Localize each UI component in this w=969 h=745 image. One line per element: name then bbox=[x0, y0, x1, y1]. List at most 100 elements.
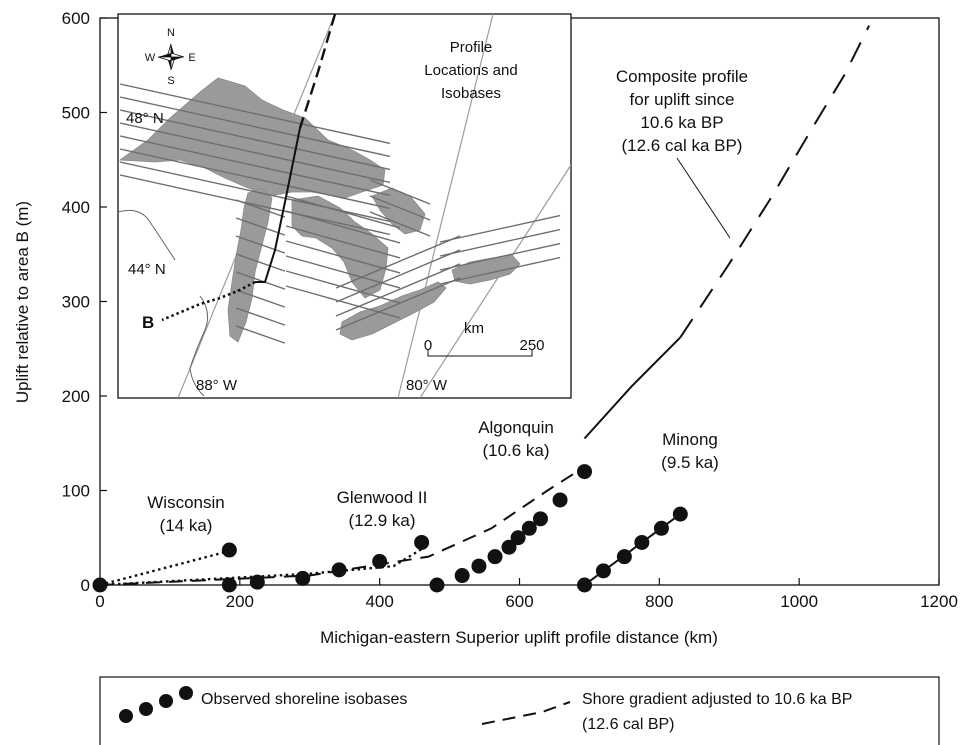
isobase-line bbox=[439, 228, 561, 257]
compass-rose-icon: N S E W bbox=[145, 27, 196, 87]
isobase-line bbox=[235, 289, 286, 308]
fit-line-glenwood-ii bbox=[99, 548, 423, 587]
series-label-glenwood-ii: Glenwood II bbox=[337, 488, 428, 507]
y-tick-label: 300 bbox=[62, 293, 90, 312]
y-axis-title: Uplift relative to area B (m) bbox=[13, 201, 32, 403]
lake-erie bbox=[339, 281, 447, 341]
data-point-algonquin bbox=[532, 511, 548, 527]
data-point-minong bbox=[595, 563, 611, 579]
isobase-line bbox=[119, 148, 391, 210]
isobase-line bbox=[439, 256, 561, 285]
x-tick-label: 0 bbox=[95, 592, 104, 611]
data-point-algonquin bbox=[429, 577, 445, 593]
scale-bar-label-0: 0 bbox=[424, 337, 432, 354]
ice-margin-lines bbox=[118, 209, 209, 397]
y-tick-label: 0 bbox=[81, 576, 90, 595]
isobase-line bbox=[335, 249, 461, 303]
legend-marker-shore-gradient bbox=[481, 701, 571, 725]
x-tick-label: 1200 bbox=[920, 592, 958, 611]
series-label-algonquin: (10.6 ka) bbox=[482, 441, 549, 460]
data-point-minong bbox=[634, 534, 650, 550]
compass-n: N bbox=[167, 27, 175, 39]
composite-label-line-2: for uplift since bbox=[630, 90, 735, 109]
inset-title-line-2: Locations and bbox=[424, 62, 517, 79]
y-tick-label: 200 bbox=[62, 387, 90, 406]
isobase-line bbox=[285, 210, 401, 244]
isobase-line bbox=[119, 122, 391, 184]
point-b-label: B bbox=[142, 313, 154, 332]
isobase-line bbox=[439, 214, 561, 243]
isobase-line bbox=[119, 96, 391, 158]
profile-dotted-segment bbox=[161, 280, 256, 322]
isobase-line bbox=[369, 195, 431, 221]
series-label-wisconsin: Wisconsin bbox=[147, 493, 224, 512]
x-axis-title: Michigan-eastern Superior uplift profile… bbox=[320, 628, 718, 647]
series-label-minong: (9.5 ka) bbox=[661, 453, 719, 472]
y-tick-label: 100 bbox=[62, 482, 90, 501]
inset-title-line-1: Profile bbox=[450, 39, 493, 56]
data-point-algonquin bbox=[454, 568, 470, 584]
isobase-line bbox=[119, 161, 391, 223]
series-label-wisconsin: (14 ka) bbox=[160, 516, 213, 535]
isobase-line bbox=[285, 225, 401, 259]
data-point-wisconsin bbox=[221, 542, 237, 558]
isobase-line bbox=[235, 307, 286, 326]
data-point-algonquin bbox=[510, 530, 526, 546]
isobase-line bbox=[235, 271, 286, 290]
isobase-line bbox=[235, 217, 286, 236]
isobase-line bbox=[119, 174, 391, 236]
data-point-glenwood-ii bbox=[295, 570, 311, 586]
isobase-line bbox=[235, 235, 286, 254]
legend-label-observed-isobases: Observed shoreline isobases bbox=[201, 691, 407, 708]
isobase-line bbox=[235, 325, 286, 344]
isobase-line bbox=[285, 195, 401, 229]
inset-title-line-3: Isobases bbox=[441, 85, 501, 102]
isobase-line bbox=[335, 235, 461, 289]
scale-bar-label-250: 250 bbox=[519, 337, 544, 354]
isobase-line bbox=[369, 179, 431, 205]
compass-e: E bbox=[188, 52, 195, 64]
data-point-minong bbox=[577, 577, 593, 593]
data-point-glenwood-ii bbox=[331, 562, 347, 578]
data-point-glenwood-ii bbox=[372, 553, 388, 569]
y-tick-label: 400 bbox=[62, 198, 90, 217]
lon-label-88w: 88° W bbox=[196, 377, 238, 394]
lat-label-44n: 44° N bbox=[128, 261, 166, 278]
data-point-minong bbox=[616, 549, 632, 565]
legend: Observed shoreline isobases Shore gradie… bbox=[99, 676, 940, 745]
isobase-line bbox=[235, 253, 286, 272]
inset-map: Profile Locations and Isobases 48° N 44°… bbox=[117, 13, 572, 399]
data-point-algonquin bbox=[521, 520, 537, 536]
composite-leader-line bbox=[676, 157, 731, 239]
isobase-line bbox=[285, 285, 401, 319]
y-tick-label: 600 bbox=[62, 9, 90, 28]
data-point-algonquin bbox=[552, 492, 568, 508]
series-label-algonquin: Algonquin bbox=[478, 418, 554, 437]
lake-ontario bbox=[451, 254, 521, 285]
x-tick-label: 200 bbox=[226, 592, 254, 611]
lake-superior bbox=[118, 77, 386, 199]
isobase-line bbox=[119, 83, 391, 145]
scale-bar-unit: km bbox=[464, 320, 484, 337]
isobase-line bbox=[439, 242, 561, 271]
legend-label-shore-gradient-line-1: Shore gradient adjusted to 10.6 ka BP bbox=[582, 691, 852, 708]
data-point-glenwood-ii bbox=[249, 574, 265, 590]
fit-line-wisconsin bbox=[99, 549, 230, 587]
data-point-minong bbox=[672, 506, 688, 522]
lake-huron bbox=[291, 195, 389, 299]
x-tick-label: 600 bbox=[505, 592, 533, 611]
data-point-glenwood-ii bbox=[414, 534, 430, 550]
compass-w: W bbox=[145, 52, 156, 64]
x-tick-label: 400 bbox=[365, 592, 393, 611]
isobase-line bbox=[285, 240, 401, 274]
composite-label-line-1: Composite profile bbox=[616, 67, 748, 86]
data-point-minong bbox=[653, 520, 669, 536]
data-point-algonquin bbox=[487, 549, 503, 565]
data-point-algonquin bbox=[501, 539, 517, 555]
x-tick-label: 800 bbox=[645, 592, 673, 611]
isobase-line bbox=[119, 109, 391, 171]
composite-label-line-4: (12.6 cal ka BP) bbox=[622, 136, 743, 155]
isobase-lines bbox=[119, 83, 561, 344]
scale-bar: km 0 250 bbox=[424, 320, 545, 357]
lat-label-48n: 48° N bbox=[126, 110, 164, 127]
